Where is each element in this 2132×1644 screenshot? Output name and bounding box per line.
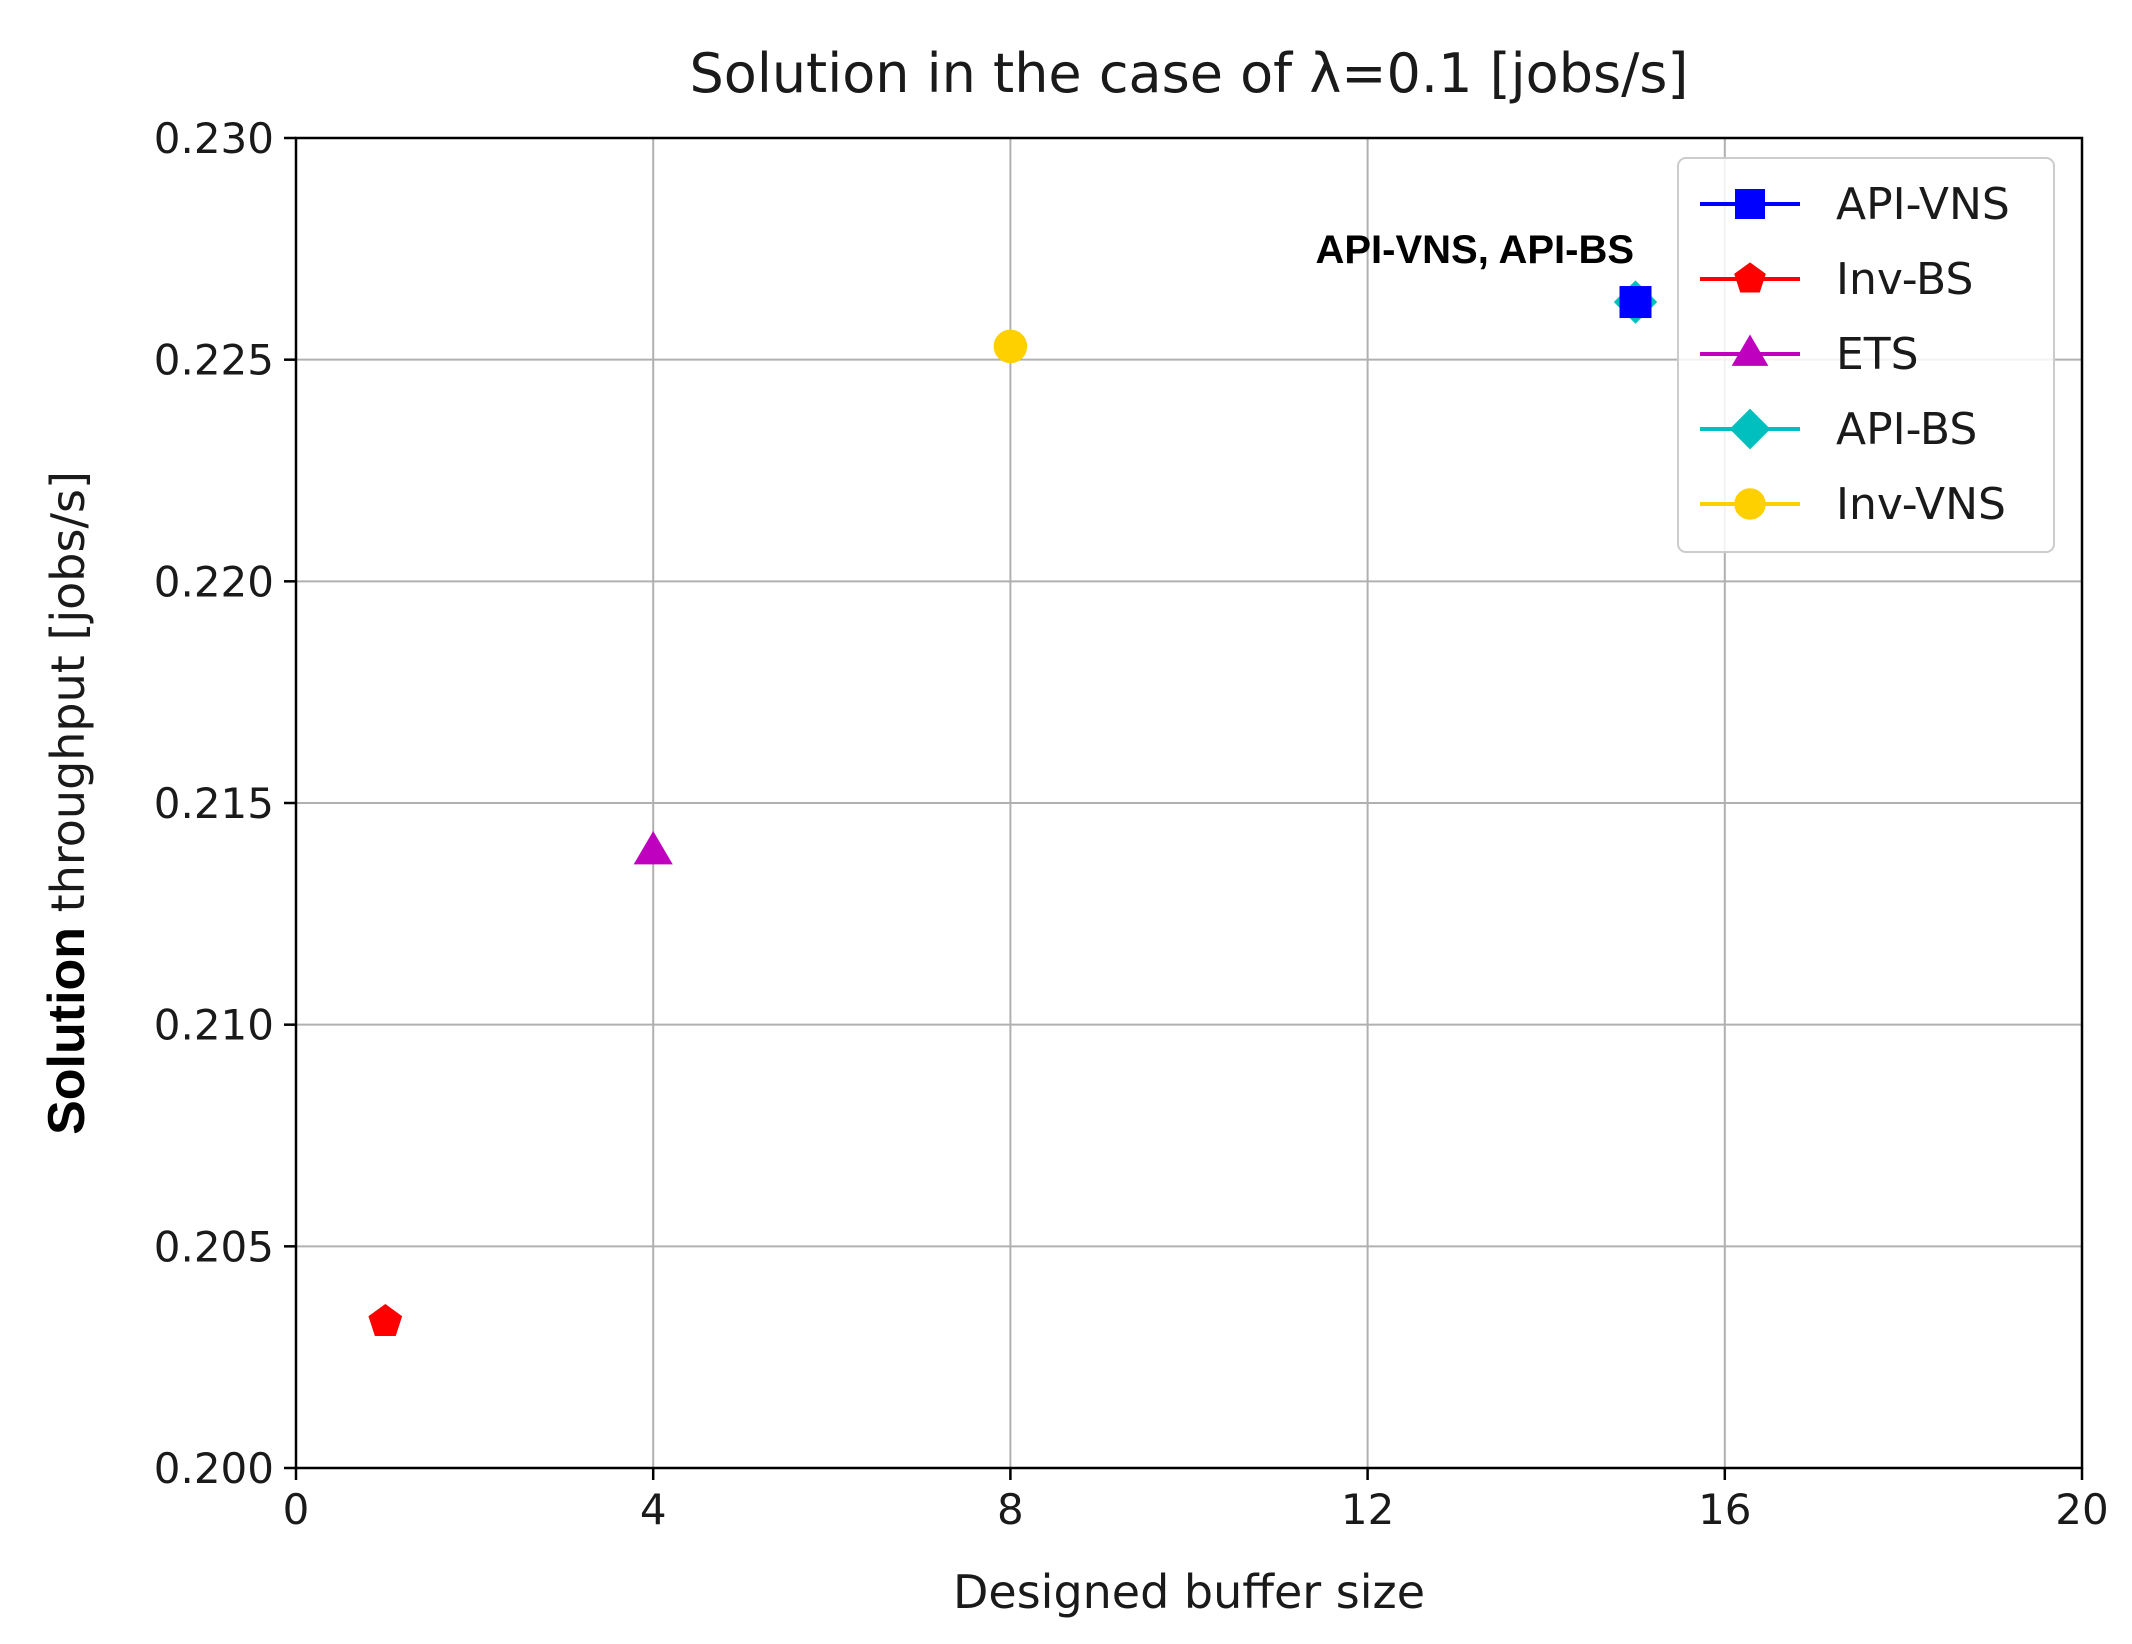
chart-title: Solution in the case of λ=0.1 [jobs/s]	[690, 42, 1689, 105]
y-axis-label-rest: throughput [jobs/s]	[41, 471, 95, 927]
legend-frame	[1677, 157, 2055, 553]
x-tick-label: 8	[997, 1485, 1024, 1534]
y-tick-label: 0.230	[154, 114, 274, 163]
x-tick-label: 16	[1698, 1485, 1751, 1534]
y-tick-label: 0.200	[154, 1444, 274, 1493]
data-point-ets	[633, 831, 673, 865]
legend-label: Inv-BS	[1836, 254, 1973, 305]
legend-item-inv-vns: Inv-VNS	[1700, 479, 2006, 530]
y-tick-label: 0.205	[154, 1222, 274, 1271]
x-tick-label: 20	[2055, 1485, 2108, 1534]
x-tick-label: 12	[1341, 1485, 1394, 1534]
data-point-inv-vns	[993, 329, 1028, 364]
y-tick-label: 0.210	[154, 1001, 274, 1050]
x-tick-label: 0	[283, 1485, 310, 1534]
y-axis-label: Solution throughput [jobs/s]	[38, 471, 96, 1135]
legend-item-api-bs: API-BS	[1700, 404, 1977, 455]
data-point-inv-bs	[368, 1303, 403, 1337]
legend: API-VNS Inv-BS ETS API-BS Inv-VNS	[1677, 157, 2055, 553]
axis-ticks: 0 4 8 12 16 20 0.200 0.205 0.210 0.215 0.220 0.225 0…	[154, 114, 2109, 1534]
legend-marker	[1734, 488, 1766, 520]
legend-marker	[1734, 262, 1766, 293]
legend-item-inv-bs: Inv-BS	[1700, 254, 1973, 305]
legend-marker	[1729, 408, 1771, 450]
legend-marker	[1735, 189, 1765, 219]
data-points	[368, 280, 1658, 1337]
x-axis-label: Designed buffer size	[953, 1565, 1425, 1619]
annotation-label: API-VNS, API-BS	[1315, 228, 1634, 272]
legend-item-ets: ETS	[1700, 329, 1919, 380]
legend-label: Inv-VNS	[1836, 479, 2006, 530]
y-tick-label: 0.215	[154, 779, 274, 828]
y-axis-label-bold: Solution	[38, 927, 96, 1135]
legend-marker	[1731, 334, 1769, 366]
data-point-api-vns	[1619, 286, 1652, 319]
y-tick-label: 0.220	[154, 557, 274, 606]
legend-label: ETS	[1836, 329, 1919, 380]
annotations: API-VNS, API-BS	[1315, 228, 1634, 272]
legend-item-api-vns: API-VNS	[1700, 179, 2010, 230]
legend-label: API-BS	[1836, 404, 1977, 455]
legend-label: API-VNS	[1836, 179, 2010, 230]
y-tick-label: 0.225	[154, 336, 274, 385]
x-tick-label: 4	[640, 1485, 667, 1534]
